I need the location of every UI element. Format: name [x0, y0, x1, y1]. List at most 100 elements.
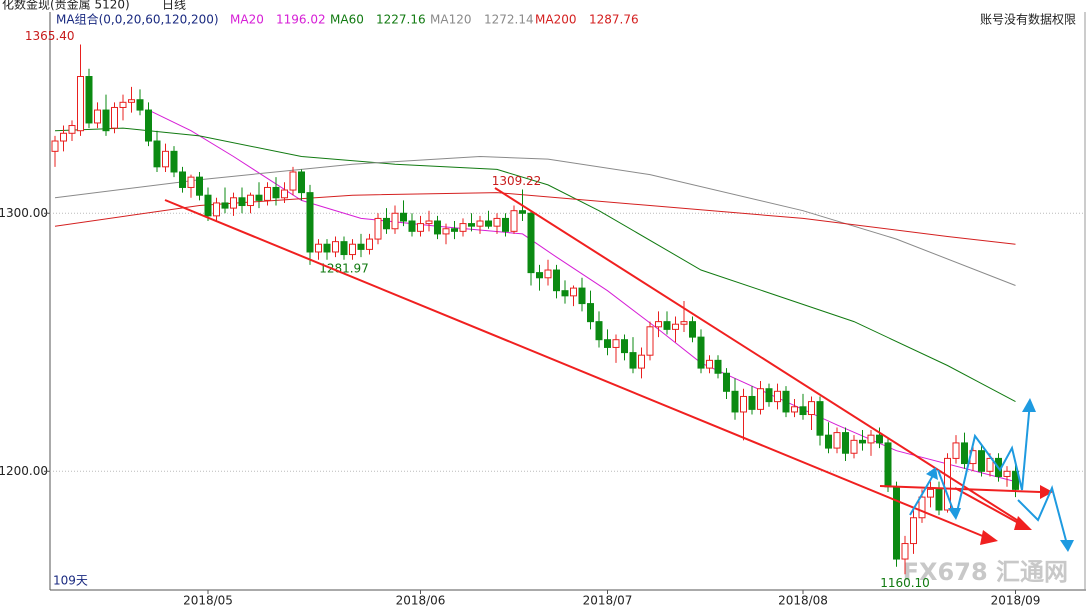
legend-value: 1272.14: [484, 13, 534, 27]
arrow: [1017, 484, 1069, 549]
candle-body: [213, 202, 220, 217]
candle-body: [799, 406, 807, 416]
candle-body: [442, 228, 450, 235]
candle-body: [901, 543, 909, 560]
price-annotation: 1281.97: [319, 261, 369, 275]
candle-body: [910, 517, 917, 545]
candle-body: [825, 434, 832, 449]
candle-body: [255, 194, 263, 201]
arrow: [956, 433, 1023, 513]
candle-body: [111, 106, 118, 129]
candle-body: [944, 457, 951, 511]
candle-body: [595, 321, 603, 341]
plot-area: 1200.00 1300.00 2018/05 2018/06 2018/07 2018/…: [0, 29, 1085, 608]
candle-body: [510, 210, 518, 232]
y-tick-label: 1200.00: [0, 464, 48, 478]
price-annotation: 1160.10: [880, 576, 930, 590]
legend-value: 1287.76: [589, 13, 639, 27]
arrow: [1021, 401, 1031, 491]
candle-body: [170, 150, 178, 173]
trend-lines: [164, 187, 1053, 545]
candle-body: [978, 450, 985, 472]
candle-body: [672, 323, 679, 330]
candle-body: [374, 217, 382, 240]
arrow-head: [926, 467, 938, 480]
candle-body: [119, 101, 127, 108]
candle-body: [323, 243, 331, 253]
candle-body: [459, 223, 467, 232]
candle-body: [544, 269, 552, 279]
candle-body: [136, 99, 144, 111]
arrow-head: [1040, 485, 1053, 499]
candle-body: [196, 176, 203, 196]
candle-body: [765, 388, 773, 403]
candle-body: [578, 287, 586, 305]
candle-body: [315, 243, 322, 253]
ma-line: [54, 155, 1016, 286]
candle-body: [757, 388, 764, 410]
candle-body: [1012, 470, 1019, 490]
candle-body: [485, 220, 492, 227]
candle-body: [102, 109, 110, 132]
candle-body: [349, 243, 356, 256]
candle-body: [604, 339, 611, 348]
period[interactable]: 日线: [162, 0, 186, 12]
candle-body: [782, 390, 790, 413]
candle-body: [468, 223, 475, 227]
candle-body: [680, 321, 688, 325]
legend-name: MA20: [230, 13, 264, 27]
candle-body: [986, 457, 994, 472]
candle-body: [638, 354, 645, 369]
candle-body: [332, 241, 339, 253]
candle-body: [417, 223, 424, 232]
candle-body: [366, 238, 373, 250]
watermark: FX678 汇通网: [903, 558, 1068, 586]
candle-body: [408, 220, 416, 232]
candle-body: [60, 132, 67, 142]
candle-body: [553, 269, 560, 292]
candle-body: [493, 217, 501, 227]
candle-body: [612, 339, 620, 348]
candle-body: [689, 321, 696, 338]
trend-line: [494, 187, 1021, 523]
candle-body: [434, 220, 441, 235]
candle-body: [519, 210, 526, 214]
candle-body: [935, 488, 943, 511]
price-annotation: 1309.22: [492, 174, 542, 188]
candle-body: [774, 390, 781, 403]
candle-body: [884, 442, 892, 488]
candle-body: [340, 241, 348, 256]
candle-body: [391, 212, 399, 230]
candle-body: [85, 76, 93, 124]
candle-body: [663, 321, 671, 330]
x-tick-label: 2018/07: [583, 594, 633, 608]
legend-name: MA60: [330, 13, 364, 27]
candle-body: [162, 150, 169, 168]
candle-body: [264, 186, 271, 201]
candle-body: [400, 212, 407, 222]
notice: 账号没有数据权限: [980, 12, 1076, 27]
candle-body: [128, 99, 135, 103]
candle-body: [502, 217, 509, 232]
trend-line: [164, 199, 986, 538]
candle-body: [842, 432, 849, 454]
candle-body: [714, 359, 722, 374]
x-tick-label: 2018/09: [991, 594, 1041, 608]
candle-body: [272, 186, 280, 199]
candle-body: [655, 321, 662, 328]
arrow-head: [948, 508, 961, 520]
candle-body: [706, 359, 713, 369]
candle-body: [621, 339, 628, 354]
candle-body: [451, 228, 458, 232]
candle-body: [536, 272, 543, 279]
candle-body: [476, 220, 484, 227]
legend-name: MA200: [535, 13, 576, 27]
instrument-title[interactable]: 化数金现(贵金属 5120): [2, 0, 130, 12]
x-tick-label: 2018/05: [183, 594, 233, 608]
indicator-selector[interactable]: MA组合(0,0,20,60,120,200): [56, 12, 219, 27]
candle-body: [77, 76, 84, 132]
candle-body: [833, 432, 841, 449]
candle-body: [859, 439, 866, 444]
candle-body: [238, 197, 246, 207]
candle-body: [850, 439, 858, 454]
